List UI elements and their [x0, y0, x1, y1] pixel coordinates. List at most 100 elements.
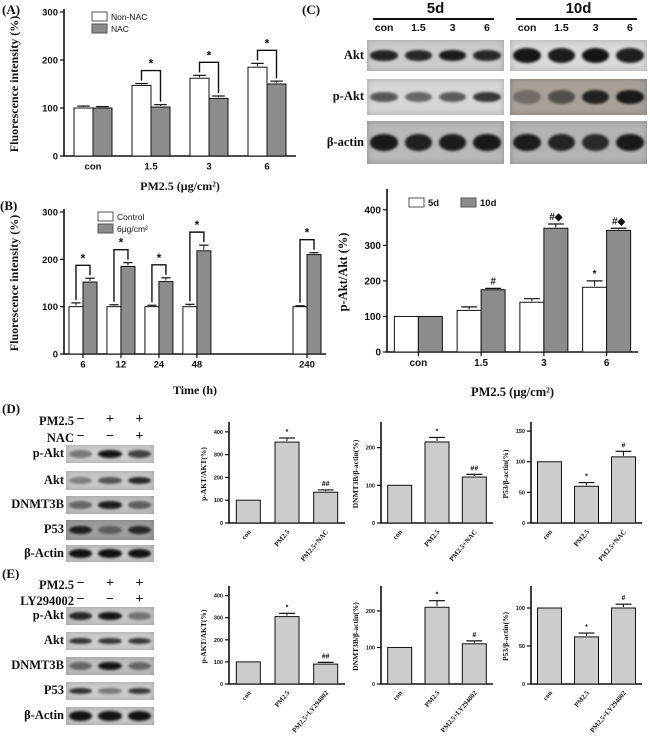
- lane-label: 1.5: [411, 22, 426, 34]
- condition-symbol: −: [76, 592, 85, 607]
- lane-label: 6: [483, 22, 490, 34]
- bar: [247, 66, 268, 157]
- blot-row-label: p-Akt: [32, 608, 64, 622]
- bar: [574, 636, 599, 685]
- blot-band: [616, 89, 644, 105]
- x-category-label: 3: [541, 358, 547, 369]
- blot-band: [68, 525, 93, 535]
- axis-label-y: p-Akt/Akt (%): [336, 233, 350, 312]
- blot-box: [510, 40, 647, 71]
- lane-label: 6: [626, 22, 633, 34]
- blot-band: [370, 50, 398, 61]
- y-tick-label: 200: [214, 638, 223, 644]
- bar: [266, 83, 287, 157]
- bar: [92, 107, 113, 157]
- blot-band: [68, 450, 93, 458]
- bar: [196, 250, 212, 355]
- significance-bracket: [113, 248, 129, 302]
- blot-row-label: β-Actin: [24, 708, 64, 722]
- blot-band: [68, 711, 93, 721]
- y-tick-label: 0: [220, 682, 223, 688]
- y-tick-label: 0: [522, 521, 525, 527]
- blot-band: [127, 525, 152, 535]
- blot-group-title: 10d: [565, 0, 592, 17]
- significance-label: *: [157, 251, 162, 265]
- blot-row-label: P53: [43, 522, 64, 536]
- blot-row-label: Akt: [43, 633, 64, 647]
- y-tick-label: 300: [364, 241, 381, 252]
- significance-label: #: [472, 632, 476, 639]
- y-tick-label: 400: [364, 205, 381, 216]
- blot-band: [127, 477, 152, 484]
- x-category-label: PM2.5+LY294002: [440, 689, 479, 734]
- axis-label-y: p-AKT/AKT(%): [199, 609, 208, 663]
- blot-band: [98, 661, 122, 671]
- y-tick-label: 400: [214, 594, 223, 600]
- significance-label: #◆: [549, 212, 563, 223]
- y-tick-label: 0: [53, 151, 58, 162]
- group-underline: [373, 18, 494, 20]
- bar: [574, 485, 599, 524]
- condition-label: LY294002: [20, 594, 74, 608]
- axis-label-x: PM2.5 (μg/cm²): [471, 385, 554, 399]
- legend-swatch: [408, 197, 425, 208]
- significance-label: *: [265, 36, 270, 50]
- x-category-label: 240: [299, 360, 315, 371]
- significance-label: *: [81, 251, 86, 265]
- blot-row-label: p-Akt: [332, 89, 364, 103]
- blot-band: [98, 612, 122, 620]
- bar: [235, 499, 261, 524]
- y-tick-label: 400: [214, 430, 223, 436]
- bar: [274, 441, 300, 524]
- y-tick-label: 200: [366, 609, 375, 615]
- blot-band: [98, 477, 122, 484]
- y-tick-label: 100: [516, 460, 525, 466]
- y-tick-label: 0: [375, 348, 381, 359]
- y-tick-label: 300: [214, 616, 223, 622]
- bar: [582, 286, 608, 353]
- blot-band: [547, 47, 576, 64]
- bar: [73, 107, 94, 157]
- condition-label: NAC: [46, 431, 74, 445]
- bar: [313, 491, 339, 524]
- condition-symbol: +: [135, 576, 144, 591]
- significance-label: *: [585, 474, 588, 481]
- blot-row-label: β-actin: [326, 134, 364, 149]
- significance-bracket: [299, 239, 315, 303]
- significance-label: *: [436, 428, 439, 435]
- bar: [208, 97, 229, 157]
- blot-band: [68, 661, 93, 671]
- bar: [82, 281, 98, 355]
- legend-swatch: [91, 11, 108, 22]
- legend-swatch: [97, 211, 114, 222]
- significance-label: *: [436, 592, 439, 599]
- significance-label: #: [622, 595, 626, 602]
- bar: [387, 484, 413, 524]
- blot-group-title: 5d: [426, 0, 445, 17]
- lane-label: 1.5: [554, 22, 569, 34]
- condition-symbol: −: [106, 429, 114, 444]
- chart-c-pakt-akt-ratio: 0 100 200 300 400 con 1.5 3 6 # #◆ * #◆ p-Akt/Akt (%)…: [336, 189, 638, 399]
- x-category-label: PM2.5+LY294002: [589, 689, 628, 734]
- blot-band: [547, 133, 576, 152]
- blot-row-label: DNMT3B: [11, 658, 64, 672]
- x-category-label: 24: [154, 360, 165, 371]
- x-category-label: 3: [206, 162, 211, 173]
- bar: [158, 281, 174, 355]
- bar: [274, 616, 300, 685]
- bar: [235, 661, 261, 685]
- chart-b-fluorescence-time: 0 100 200 300 6 12 24 48 240 * * * * * Fluorescence in…: [7, 207, 326, 397]
- panel-label-d: (D): [2, 401, 21, 416]
- blot-band: [404, 134, 433, 151]
- blot-band: [616, 133, 644, 152]
- condition-symbol: −: [76, 412, 85, 427]
- lane-label: 3: [592, 22, 599, 34]
- bar: [292, 306, 308, 355]
- y-tick-label: 50: [519, 490, 525, 496]
- significance-label: *: [286, 604, 289, 611]
- blot-band: [370, 134, 398, 151]
- y-tick-label: 0: [372, 682, 375, 688]
- blot-box: [367, 40, 504, 71]
